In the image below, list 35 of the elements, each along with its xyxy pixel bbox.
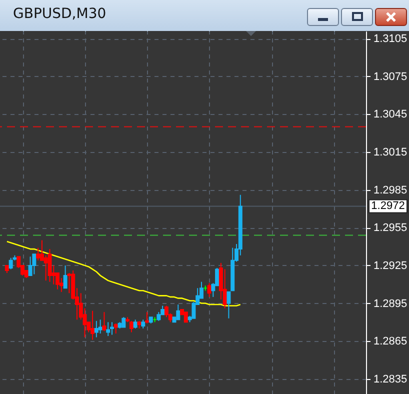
candlestick <box>184 312 188 323</box>
candlestick <box>8 257 13 270</box>
ref-line-label: 1.2972 <box>371 200 405 212</box>
candlestick <box>207 282 212 298</box>
y-tick-label: 1.3045 <box>374 108 408 121</box>
candlestick <box>122 316 126 328</box>
y-tick-label: 1.2925 <box>374 260 408 272</box>
line-series <box>6 240 242 306</box>
candlestick <box>129 320 134 333</box>
chart-title: GBPUSD,M30 <box>13 6 106 22</box>
candlestick <box>226 291 231 319</box>
y-tick-label: 1.2895 <box>374 298 408 310</box>
candlestick <box>63 264 68 289</box>
candlestick <box>32 254 36 275</box>
candlestick <box>106 322 110 337</box>
y-tick-label: 1.3105 <box>374 33 408 46</box>
candlestick <box>48 248 52 282</box>
candlestick <box>44 254 48 282</box>
candlestick <box>90 310 95 340</box>
candlestick <box>164 305 168 318</box>
candlestick <box>98 319 102 334</box>
candlestick <box>28 256 32 276</box>
y-tick-label: 1.3075 <box>374 70 408 83</box>
candlestick <box>94 320 98 338</box>
y-tick-label: 1.2865 <box>374 336 408 348</box>
y-tick-label: 1.2835 <box>374 373 408 386</box>
y-tick-label: 1.3015 <box>374 146 408 158</box>
candlestick <box>36 247 40 261</box>
candlestick <box>145 312 150 324</box>
candlestick <box>102 312 106 332</box>
candlestick <box>110 322 114 336</box>
y-tick-label: 1.2985 <box>374 184 408 196</box>
candlestick <box>114 322 118 334</box>
candlestick <box>176 304 180 320</box>
y-tick-label: 1.2955 <box>374 222 408 234</box>
